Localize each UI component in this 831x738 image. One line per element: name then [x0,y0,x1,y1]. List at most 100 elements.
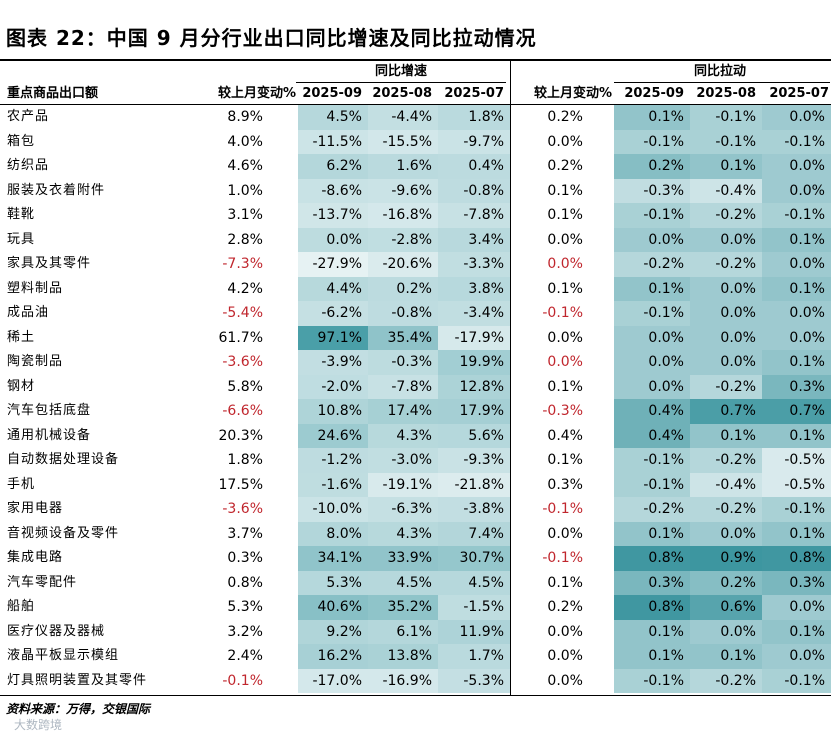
growth-2025-09-cell: -1.2% [298,448,368,473]
growth-2025-09-cell: 24.6% [298,423,368,448]
pull-change-cell: 0.1% [547,574,583,591]
growth-2025-07-cell: 4.5% [438,570,510,595]
growth-change-cell: 20.3% [218,427,263,444]
growth-2025-08-cell: 4.3% [368,521,438,546]
watermark: 大数跨境 [14,718,63,732]
growth-2025-09-cell: 5.3% [298,570,368,595]
pull-change-cell: 0.0% [547,329,583,346]
pull-2025-08-cell: -0.4% [690,178,762,203]
product-name: 纺织品 [7,158,50,173]
pull-2025-09-cell: 0.0% [614,227,690,252]
growth-2025-08-cell: -7.8% [368,374,438,399]
growth-change-cell: 4.2% [227,280,263,297]
table-row: 汽车零配件 0.8% 5.3% 4.5% 4.5% 0.1% 0.3% 0.2% 0.3% [0,570,831,595]
pull-change-cell: 0.1% [547,182,583,199]
table-row: 船舶 5.3% 40.6% 35.2% -1.5% 0.2% 0.8% 0.6% 0.0% [0,595,831,620]
growth-2025-07-cell: 3.8% [438,276,510,301]
pull-change-cell: -0.1% [542,305,583,321]
table-row: 农产品 8.9% 4.5% -4.4% 1.8% 0.2% 0.1% -0.1% 0.0% [0,105,831,130]
pull-2025-09-cell: -0.2% [614,252,690,277]
pull-change-cell: 0.0% [547,354,583,370]
growth-2025-08-cell: -6.3% [368,497,438,522]
growth-2025-09-cell: -10.0% [298,497,368,522]
pull-2025-07-cell: -0.1% [762,203,831,228]
pull-2025-08-cell: 0.9% [690,546,762,571]
growth-change-cell: -7.3% [222,256,263,272]
growth-2025-08-cell: -9.6% [368,178,438,203]
table-row: 塑料制品 4.2% 4.4% 0.2% 3.8% 0.1% 0.1% 0.0% 0.1% [0,276,831,301]
pull-2025-09-cell: -0.1% [614,448,690,473]
growth-2025-08-cell: 6.1% [368,619,438,644]
table-row: 箱包 4.0% -11.5% -15.5% -9.7% 0.0% -0.1% -0.1% -0.… [0,129,831,154]
pull-2025-09-cell: 0.1% [614,521,690,546]
growth-2025-09-cell: 6.2% [298,154,368,179]
growth-change-cell: -3.6% [222,354,263,370]
growth-2025-08-cell: 1.6% [368,154,438,179]
pull-2025-08-cell: -0.2% [690,252,762,277]
growth-2025-07-cell: -0.8% [438,178,510,203]
pull-change-cell: 0.2% [547,158,583,174]
growth-2025-07-cell: -3.3% [438,252,510,277]
pull-change-cell: 0.0% [547,133,583,150]
pull-change-cell: -0.1% [542,550,583,566]
growth-change-cell: 0.3% [227,550,263,566]
pull-2025-07-cell: 0.1% [762,227,831,252]
product-name: 汽车零配件 [7,574,78,590]
table-row: 陶瓷制品 -3.6% -3.9% -0.3% 19.9% 0.0% 0.0% 0.0% 0.1% [0,350,831,375]
pull-2025-07-cell: 0.1% [762,423,831,448]
growth-change-cell: 5.8% [227,378,263,395]
pull-2025-09-cell: -0.3% [614,178,690,203]
group-pull-label: 同比拉动 [693,64,746,79]
growth-2025-09-cell: -1.6% [298,472,368,497]
product-name: 船舶 [7,599,36,614]
pull-2025-08-cell: 0.0% [690,276,762,301]
pull-2025-08-cell: 0.0% [690,301,762,326]
pull-2025-07-cell: -0.1% [762,497,831,522]
growth-2025-09-cell: 9.2% [298,619,368,644]
pull-change-cell: 0.2% [547,599,583,615]
product-name: 成品油 [7,305,50,320]
pull-2025-07-cell: 0.1% [762,521,831,546]
growth-2025-09-cell: 8.0% [298,521,368,546]
product-name: 音视频设备及零件 [7,525,120,541]
pull-change-cell: 0.2% [547,109,583,125]
pull-2025-07-cell: 0.0% [762,301,831,326]
pull-2025-07-cell: 0.7% [762,399,831,424]
header-growth-2025-09: 2025-09 [302,86,362,101]
pull-2025-08-cell: 0.0% [690,325,762,350]
pull-change-cell: 0.1% [547,452,583,468]
growth-2025-08-cell: -20.6% [368,252,438,277]
product-name: 手机 [7,476,36,492]
pull-2025-08-cell: 0.0% [690,521,762,546]
bottom-rule [0,695,831,696]
growth-2025-08-cell: -4.4% [368,105,438,130]
pull-2025-09-cell: 0.2% [614,154,690,179]
group-pull-underline [614,82,830,83]
growth-change-cell: -6.6% [222,403,263,419]
table-row: 鞋靴 3.1% -13.7% -16.8% -7.8% 0.1% -0.1% -0.2% -0.… [0,203,831,228]
pull-2025-08-cell: -0.2% [690,448,762,473]
growth-2025-08-cell: 17.4% [368,399,438,424]
product-name: 塑料制品 [7,280,64,296]
pull-change-cell: 0.0% [547,672,583,689]
growth-2025-09-cell: 4.4% [298,276,368,301]
table-row: 医疗仪器及器械 3.2% 9.2% 6.1% 11.9% 0.0% 0.1% 0.0% 0.1% [0,619,831,644]
pull-2025-07-cell: -0.1% [762,129,831,154]
growth-2025-08-cell: 0.2% [368,276,438,301]
growth-2025-07-cell: 11.9% [438,619,510,644]
pull-2025-09-cell: 0.1% [614,276,690,301]
growth-2025-07-cell: -1.5% [438,595,510,620]
table-row: 服装及衣着附件 1.0% -8.6% -9.6% -0.8% 0.1% -0.3% -0.4%… [0,178,831,203]
table-row: 音视频设备及零件 3.7% 8.0% 4.3% 7.4% 0.0% 0.1% 0.0% 0.1% [0,521,831,546]
product-name: 鞋靴 [7,207,36,222]
pull-change-cell: 0.1% [547,378,583,395]
pull-2025-08-cell: -0.2% [690,497,762,522]
product-name: 液晶平板显示模组 [7,648,120,663]
growth-change-cell: 4.6% [227,158,263,174]
product-name: 自动数据处理设备 [7,452,120,467]
product-name: 钢材 [7,378,36,394]
pull-2025-07-cell: 0.1% [762,619,831,644]
pull-2025-07-cell: 0.1% [762,276,831,301]
pull-2025-08-cell: 0.7% [690,399,762,424]
header-growth-2025-08: 2025-08 [372,86,432,101]
